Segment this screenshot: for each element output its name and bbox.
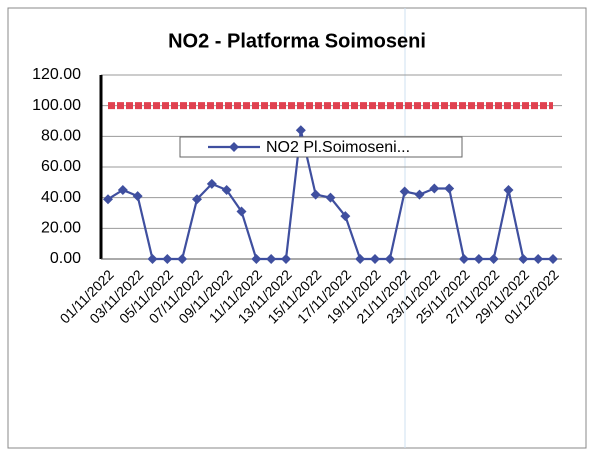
legend-marker	[229, 142, 239, 152]
point-marker	[533, 254, 544, 264]
y-tick-label: 20.00	[41, 220, 81, 237]
point-marker	[117, 185, 128, 195]
point-marker	[444, 183, 455, 194]
point-marker	[355, 254, 366, 264]
point-marker	[384, 254, 395, 264]
point-marker	[281, 254, 291, 264]
point-marker	[429, 183, 440, 194]
point-marker	[548, 254, 558, 264]
point-marker	[399, 186, 410, 197]
point-marker	[236, 206, 247, 217]
point-marker	[251, 254, 262, 264]
legend-box	[179, 136, 463, 158]
point-marker	[192, 194, 202, 205]
point-marker	[206, 178, 217, 189]
point-marker	[266, 254, 277, 264]
y-tick-label: 100.00	[32, 97, 81, 114]
y-tick-label: 120.00	[32, 66, 81, 83]
y-tick-label: 40.00	[41, 189, 81, 206]
point-marker	[473, 254, 484, 264]
point-marker	[221, 185, 232, 195]
chart-title: NO2 - Platforma Soimoseni	[168, 30, 426, 52]
point-marker	[459, 254, 469, 264]
point-marker	[162, 254, 173, 264]
point-marker	[503, 185, 514, 195]
point-marker	[132, 191, 143, 202]
point-marker	[488, 254, 499, 264]
y-tick-label: 80.00	[41, 128, 81, 145]
point-marker	[177, 254, 188, 264]
point-marker	[370, 254, 380, 264]
y-tick-label: 60.00	[41, 158, 81, 175]
point-marker	[325, 192, 336, 203]
point-marker	[310, 189, 321, 200]
y-tick-label: 0.00	[50, 250, 81, 267]
point-marker	[147, 254, 158, 264]
point-marker	[414, 189, 425, 200]
legend-label: NO2 Pl.Soimoseni...	[266, 139, 410, 156]
point-marker	[295, 125, 306, 136]
point-marker	[340, 211, 351, 222]
point-marker	[518, 254, 529, 264]
point-marker	[103, 194, 113, 205]
